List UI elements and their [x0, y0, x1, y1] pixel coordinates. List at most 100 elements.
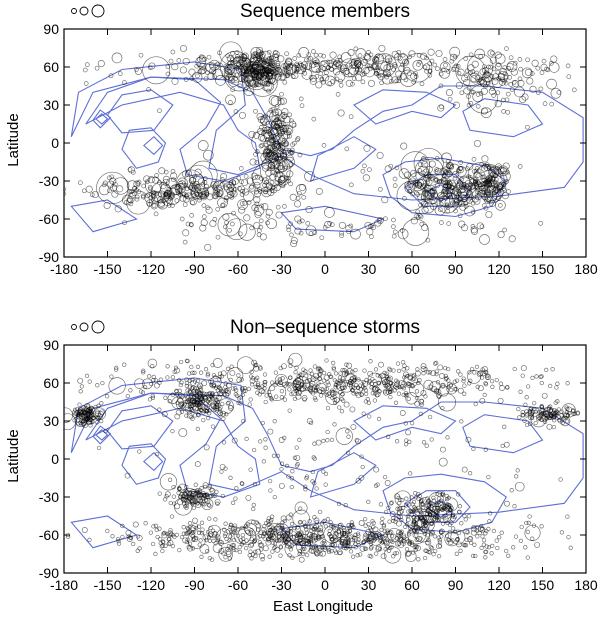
storm-point: [269, 55, 275, 61]
storm-point: [448, 383, 454, 388]
storm-point: [457, 509, 462, 515]
storm-point: [273, 140, 281, 148]
storm-point: [248, 130, 256, 139]
storm-point: [257, 59, 265, 67]
storm-point: [81, 414, 88, 420]
storm-point: [239, 481, 244, 486]
storm-point: [436, 503, 441, 508]
storm-point: [440, 521, 446, 526]
storm-point: [263, 437, 268, 442]
storm-point: [214, 401, 219, 406]
storm-point: [212, 193, 218, 199]
storm-point: [325, 405, 331, 411]
storm-point: [377, 546, 383, 552]
storm-point: [275, 453, 281, 459]
storm-point: [111, 177, 130, 195]
storm-point: [266, 145, 274, 153]
storm-point: [288, 547, 294, 552]
storm-point: [225, 550, 232, 557]
storm-point: [286, 382, 291, 387]
storm-point: [306, 418, 313, 424]
storm-point: [397, 55, 403, 61]
storm-point: [422, 531, 427, 536]
storm-point: [179, 44, 188, 53]
storm-point: [469, 366, 475, 372]
storm-point: [174, 532, 180, 538]
storm-point: [520, 412, 525, 418]
storm-point: [256, 73, 264, 81]
storm-point: [448, 163, 453, 169]
storm-point: [223, 555, 228, 560]
storm-point: [479, 397, 486, 404]
storm-point: [347, 49, 355, 57]
storm-point: [228, 100, 233, 105]
storm-point: [242, 71, 248, 77]
storm-point: [345, 79, 353, 87]
storm-point: [199, 66, 207, 75]
storm-point: [206, 415, 211, 421]
storm-point: [506, 189, 511, 194]
storm-point: [452, 379, 457, 384]
storm-point: [333, 550, 339, 555]
storm-point: [238, 401, 243, 406]
storm-point: [485, 192, 491, 197]
storm-point: [313, 388, 318, 393]
storm-point: [413, 508, 419, 514]
storm-point: [395, 506, 400, 511]
storm-point: [512, 504, 517, 509]
storm-point: [321, 469, 326, 474]
storm-point: [315, 534, 322, 541]
storm-point: [165, 71, 171, 77]
storm-point: [460, 185, 466, 191]
storm-point: [386, 505, 391, 510]
storm-point: [175, 183, 181, 189]
storm-point: [224, 412, 229, 417]
storm-point: [474, 185, 480, 191]
storm-point: [134, 196, 140, 202]
storm-point: [394, 439, 400, 444]
storm-point: [151, 374, 156, 380]
storm-point: [257, 74, 269, 86]
storm-point: [301, 195, 307, 200]
x-tick-label: 90: [448, 261, 464, 277]
storm-point: [223, 466, 228, 471]
storm-point: [154, 173, 159, 178]
storm-point: [201, 417, 206, 423]
storm-point: [413, 529, 418, 535]
storm-point: [185, 537, 190, 542]
storm-point: [212, 186, 224, 198]
storm-point: [337, 109, 345, 117]
storm-point: [427, 48, 435, 56]
storm-point: [385, 58, 391, 64]
storm-point: [105, 528, 110, 534]
storm-point: [202, 502, 207, 507]
storm-point: [331, 525, 336, 531]
storm-point: [237, 231, 243, 237]
storm-point: [438, 201, 444, 207]
storm-point: [268, 488, 273, 493]
storm-point: [204, 243, 212, 251]
storm-point: [287, 553, 292, 558]
storm-point: [437, 207, 443, 212]
storm-point: [278, 73, 286, 81]
storm-point: [270, 96, 282, 107]
storm-point: [346, 229, 351, 235]
storm-point: [332, 397, 337, 403]
storm-point: [475, 384, 480, 389]
contour-line: [95, 113, 109, 125]
storm-point: [319, 60, 330, 71]
storm-point: [114, 367, 119, 372]
storm-point: [227, 186, 233, 192]
storm-point: [502, 424, 507, 429]
storm-point: [444, 506, 451, 512]
storm-point: [205, 373, 210, 378]
storm-point: [162, 175, 170, 183]
storm-point: [144, 179, 150, 185]
storm-point: [391, 233, 397, 239]
storm-point: [159, 473, 178, 491]
storm-point: [195, 364, 201, 369]
storm-point: [386, 375, 393, 382]
storm-point: [382, 474, 388, 480]
storm-point: [137, 449, 142, 454]
